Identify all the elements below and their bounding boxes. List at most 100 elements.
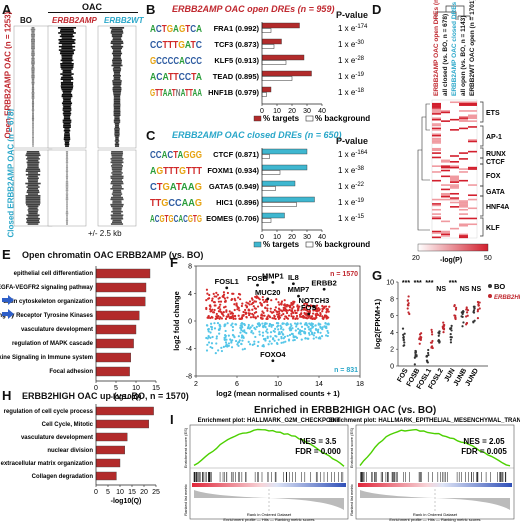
d-cell	[432, 118, 441, 121]
f-ytick-label: -8	[186, 374, 192, 381]
a-signal	[113, 69, 121, 72]
f-point-up	[287, 314, 291, 317]
c-bar-background	[261, 154, 270, 159]
a-signal	[114, 128, 120, 130]
a-signal	[109, 27, 125, 29]
a-signal	[65, 152, 69, 155]
g-point	[454, 306, 458, 309]
d-family-bracket	[480, 147, 484, 159]
a-signal	[112, 49, 122, 51]
a-signal	[63, 138, 71, 141]
f-point-up	[235, 303, 238, 307]
a-signal	[115, 141, 119, 144]
a-signal	[58, 45, 76, 48]
a-signal	[25, 182, 41, 185]
h-term-label: extracellular matrix organization	[1, 461, 94, 467]
f-point-down	[312, 337, 315, 340]
a-signal	[32, 136, 34, 139]
g-point	[415, 354, 418, 357]
f-point-down	[213, 322, 216, 325]
f-point-up	[269, 307, 272, 310]
a-signal	[28, 172, 38, 174]
e-term-label: Cytokine Signaling in Immune system	[0, 355, 93, 361]
a-signal	[110, 40, 124, 43]
f-point-up	[256, 305, 260, 308]
a-signal	[62, 75, 72, 77]
d-cell	[459, 235, 468, 237]
a-signal	[111, 165, 123, 167]
f-point-down	[279, 324, 282, 327]
a-signal	[66, 217, 68, 220]
a-signal	[60, 73, 74, 75]
f-point-up	[205, 307, 208, 311]
d-color-scale	[417, 243, 489, 252]
a-col-erbb2wt: ERBB2WT	[104, 16, 144, 25]
d-cell	[441, 188, 450, 191]
h-tick-label: 25	[152, 489, 160, 496]
a-signal	[62, 121, 72, 123]
a-signal	[65, 166, 69, 169]
f-point-down	[240, 342, 243, 346]
f-point-up	[280, 314, 283, 317]
a-signal	[62, 109, 72, 111]
f-point-up	[251, 312, 254, 316]
c-motif-name: FOXM1 (0.934)	[207, 166, 259, 175]
f-point-down	[292, 339, 295, 342]
a-signal	[113, 109, 121, 111]
a-signal	[113, 85, 121, 87]
d-cell	[441, 120, 450, 122]
d-cell	[468, 114, 477, 117]
a-signal	[60, 85, 74, 87]
c-bar-target	[261, 180, 296, 187]
f-xtick-label: 18	[356, 381, 364, 388]
c-motif-name: GATA5 (0.949)	[209, 182, 260, 191]
f-point-down	[323, 325, 326, 328]
g-point	[462, 309, 465, 313]
g-point	[419, 338, 422, 341]
a-signal	[26, 186, 40, 188]
a-signal	[64, 140, 70, 142]
a-signal	[110, 223, 124, 225]
a-signal	[111, 151, 123, 153]
a-signal	[110, 161, 124, 164]
b-motif-name: TEAD (0.895)	[213, 72, 260, 81]
d-family-bracket	[480, 125, 484, 147]
a-signal	[63, 129, 71, 132]
f-point-up	[323, 315, 327, 318]
a-signal	[28, 212, 38, 215]
a-signal	[61, 37, 73, 39]
b-legend-background: % background	[315, 114, 370, 123]
d-cell	[432, 129, 441, 131]
f-point-up	[226, 291, 230, 295]
g-point	[414, 351, 417, 355]
f-point-up	[290, 309, 294, 312]
f-point-up	[309, 305, 312, 308]
a-signal	[112, 87, 122, 89]
a-signal	[113, 119, 121, 122]
h-term-label: Cell Cycle, Mitotic	[42, 422, 94, 428]
a-signal	[30, 33, 36, 36]
g-point	[449, 338, 452, 341]
f-point-up	[282, 308, 285, 311]
f-point-up	[247, 308, 250, 311]
e-term-label: regulation of MAPK cascade	[12, 341, 94, 347]
d-cell	[459, 118, 468, 121]
f-point-up	[242, 313, 245, 317]
f-point-down	[211, 335, 214, 339]
c-bar-background	[261, 186, 276, 191]
f-point-down	[282, 328, 285, 331]
a-signal	[62, 71, 72, 74]
b-motif-logo: GTTAATNATTAA	[150, 88, 202, 99]
a-signal	[61, 57, 73, 60]
f-point-up	[300, 309, 303, 312]
i-nes-2: NES = 2.05	[463, 437, 505, 446]
f-point-down	[243, 347, 246, 350]
a-signal	[111, 168, 123, 171]
a-signal	[110, 45, 124, 48]
a-signal	[114, 131, 120, 134]
h-tick-label: 15	[128, 489, 136, 496]
g-point	[430, 328, 433, 331]
a-signal	[112, 191, 122, 194]
c-pvalue: 1 x e-19	[338, 198, 365, 207]
f-point-up	[275, 310, 278, 313]
